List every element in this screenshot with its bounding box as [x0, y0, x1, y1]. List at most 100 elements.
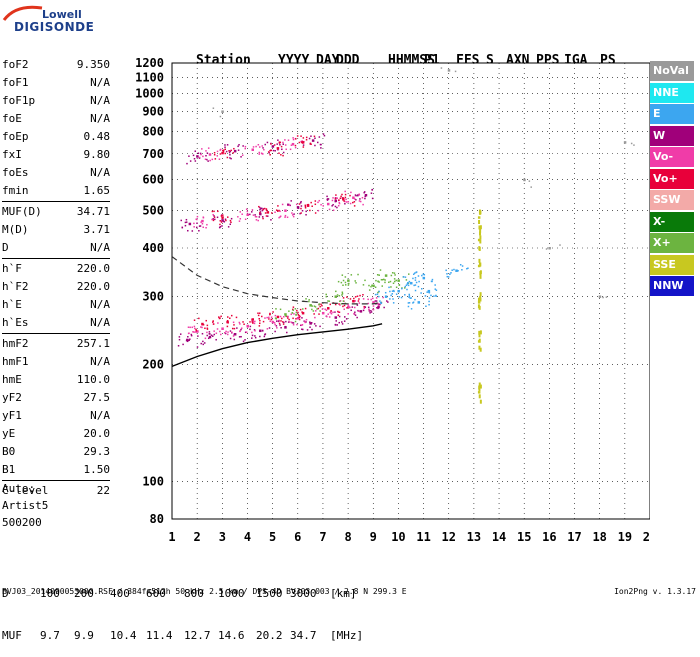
data-point-vo [238, 220, 241, 222]
data-point-w [299, 202, 302, 204]
data-point-noval [219, 115, 222, 118]
data-point-w [270, 219, 272, 221]
data-point-vo [349, 306, 351, 309]
data-point-vo [222, 151, 225, 153]
data-point-x [311, 308, 313, 311]
data-point-e [408, 293, 411, 296]
data-point-sse [479, 274, 482, 279]
data-point-w [189, 160, 192, 162]
data-point-vo [206, 223, 208, 226]
muf-value-5: 12.7 [184, 629, 211, 642]
data-point-vo [322, 205, 325, 207]
data-point-w [229, 337, 232, 340]
data-point-vo [311, 205, 313, 207]
data-point-vo [328, 316, 331, 318]
data-point-vo [266, 211, 270, 214]
data-point-x [316, 308, 318, 310]
auto-version: 500200 [2, 516, 42, 529]
data-point-sse [479, 271, 482, 276]
param-name: hmE [2, 373, 22, 386]
data-point-vo [271, 212, 273, 214]
data-point-e [391, 290, 394, 292]
data-point-w [289, 204, 291, 207]
data-point-w [299, 212, 301, 215]
data-point-vo [246, 324, 249, 328]
data-point-vo [362, 293, 364, 296]
muf-value-1: 9.7 [40, 629, 60, 642]
x-tick-label: 2 [194, 530, 201, 544]
data-point-vo [300, 207, 302, 210]
data-point-w [251, 337, 253, 339]
data-point-vo [206, 327, 209, 330]
data-point-e [445, 269, 447, 272]
data-point-vo [227, 316, 229, 318]
data-point-w [334, 311, 336, 313]
data-point-w [186, 340, 189, 343]
data-point-w [356, 304, 359, 306]
data-point-w [309, 321, 311, 323]
data-point-w [259, 335, 261, 338]
x-tick-label: 17 [567, 530, 581, 544]
data-point-w [196, 346, 199, 348]
data-point-w [221, 225, 223, 227]
data-point-vo [285, 315, 288, 318]
data-point-w [233, 149, 237, 153]
data-point-e [457, 270, 459, 272]
data-point-vo [193, 325, 196, 328]
data-point-vo [208, 153, 212, 156]
data-point-w [178, 338, 181, 341]
data-point-w [185, 221, 188, 223]
data-point-vo [218, 316, 220, 318]
data-point-e [390, 294, 392, 297]
data-point-w [293, 213, 295, 215]
data-point-w [326, 195, 328, 198]
data-point-w [338, 321, 340, 324]
data-point-x [395, 286, 398, 289]
data-point-vo [344, 193, 347, 196]
data-point-vo [292, 317, 294, 320]
data-point-w [179, 333, 182, 335]
data-point-vo [215, 332, 218, 335]
data-point-w [301, 209, 304, 212]
data-point-x [335, 290, 337, 293]
data-point-vo [284, 139, 286, 141]
data-point-sse [479, 330, 482, 335]
legend: NoVal NNE E W Vo- Vo+ SSW X- X+ SSE NNW [650, 61, 694, 298]
param-value: 257.1 [76, 337, 110, 350]
data-point-w [301, 328, 303, 330]
data-point-sse [477, 216, 481, 219]
data-point-w [194, 160, 197, 162]
data-point-w [214, 218, 216, 221]
data-point-vo [195, 328, 197, 331]
data-point-w [202, 340, 204, 343]
data-point-vo [358, 298, 360, 300]
data-point-w [240, 156, 242, 158]
data-point-vo [356, 295, 359, 298]
legend-item-w: W [650, 125, 694, 146]
data-point-w [377, 305, 380, 309]
data-point-vo [192, 331, 194, 333]
data-point-e [389, 290, 391, 293]
data-point-vo [301, 311, 303, 313]
data-point-w [230, 217, 233, 220]
param-name: D [2, 241, 9, 254]
data-point-sse [478, 219, 481, 224]
data-point-vo [204, 158, 207, 161]
data-point-w [350, 309, 352, 312]
data-point-w [272, 149, 275, 152]
data-point-vo [189, 326, 191, 329]
param-value: 220.0 [76, 262, 110, 275]
data-point-w [364, 306, 367, 308]
data-point-w [274, 330, 276, 333]
data-point-vo [280, 145, 283, 148]
data-point-vo [258, 312, 261, 314]
data-point-e [392, 302, 395, 304]
data-point-vo [329, 303, 331, 306]
data-point-x [390, 286, 392, 288]
data-point-w [369, 312, 371, 314]
data-point-w [362, 309, 365, 312]
data-point-vo [254, 320, 256, 323]
data-point-w [229, 223, 231, 226]
data-point-e [398, 295, 400, 298]
data-point-e [412, 277, 414, 280]
